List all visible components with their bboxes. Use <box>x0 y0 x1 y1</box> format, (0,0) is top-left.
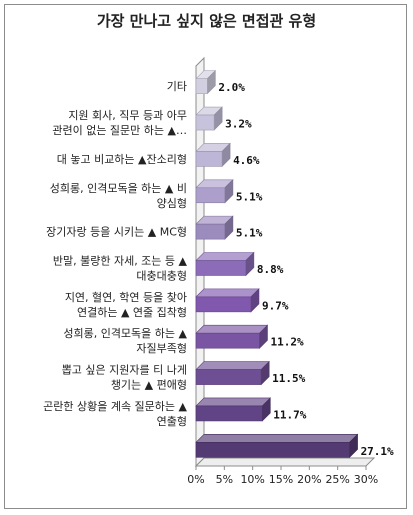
bar-top-face <box>195 361 270 370</box>
category-label: 성희롱, 인격모독을 하는 ▲ <box>63 326 187 340</box>
bar-front-face <box>195 223 226 240</box>
bar <box>195 69 217 95</box>
x-tick-label: 20% <box>297 473 321 486</box>
x-tick-label: 15% <box>269 473 293 486</box>
x-tick-label: 5% <box>216 473 233 486</box>
bar-front-face <box>195 151 223 167</box>
bar <box>195 179 234 204</box>
bar-front-face <box>195 260 247 276</box>
category-label: 관련이 없는 질문만 하는 ▲… <box>52 123 187 137</box>
data-label: 9.7% <box>262 299 289 312</box>
bar-front-face <box>195 78 208 94</box>
category-label: 곤란한 상황을 계속 질문하는 ▲ <box>43 399 187 413</box>
bar <box>195 397 272 422</box>
data-label: 5.1% <box>236 227 263 240</box>
category-label: 지원 회사, 직무 등과 아무 <box>68 109 187 122</box>
x-tick-label: 10% <box>240 473 264 486</box>
bar-front-face <box>195 296 252 313</box>
data-label: 5.1% <box>236 190 263 203</box>
x-axis-floor <box>194 457 376 467</box>
x-tick-label: 25% <box>325 473 349 486</box>
bar-front-face <box>195 405 263 422</box>
category-label: 챙기는 ▲ 편애형 <box>111 378 187 392</box>
bar <box>195 360 270 386</box>
bar-top-face <box>195 434 359 443</box>
data-label: 11.5% <box>272 372 305 385</box>
category-label: 대충대충형 <box>136 270 187 283</box>
category-label: 장기자랑 등을 시키는 ▲ MC형 <box>46 226 187 239</box>
bar-front-face <box>195 442 350 458</box>
x-tick-label: 30% <box>354 473 378 486</box>
category-label: 자질부족형 <box>136 342 187 355</box>
chart-title: 가장 만나고 싶지 않은 면접관 유형 <box>96 12 317 30</box>
bar-top-face <box>195 288 260 298</box>
bar <box>195 288 260 313</box>
bar-front-face <box>195 332 260 349</box>
data-label: 2.0% <box>218 81 245 94</box>
category-label: 반말, 불량한 자세, 조는 등 ▲ <box>53 255 188 268</box>
data-label: 11.2% <box>270 336 303 349</box>
bar <box>195 433 359 459</box>
data-label: 11.7% <box>273 408 306 421</box>
bar-front-face <box>195 114 215 131</box>
data-label: 3.2% <box>225 118 252 131</box>
category-label: 성희롱, 인격모독을 하는 ▲ 비 <box>50 181 187 195</box>
bar <box>195 215 234 240</box>
bar <box>195 142 231 168</box>
data-label: 4.6% <box>233 154 260 167</box>
bar <box>195 324 269 349</box>
category-label: 연결하는 ▲ 연줄 집착형 <box>77 305 187 319</box>
bar-top-face <box>195 397 272 407</box>
bar-top-face <box>195 324 269 334</box>
bar-front-face <box>195 369 262 385</box>
category-label: 연출형 <box>157 415 187 428</box>
bar-front-face <box>195 187 226 204</box>
data-label: 27.1% <box>361 445 394 458</box>
bar <box>195 251 255 277</box>
data-label: 8.8% <box>257 263 284 276</box>
category-label: 뽑고 싶은 지원자를 티 나게 <box>62 364 187 377</box>
category-label: 지연, 혈연, 학연 등을 찾아 <box>65 290 187 304</box>
x-tick-label: 0% <box>187 473 204 486</box>
bar <box>195 106 223 131</box>
category-label: 기타 <box>167 80 187 93</box>
category-label: 대 놓고 비교하는 ▲잔소리형 <box>57 152 187 166</box>
bar-top-face <box>195 252 255 261</box>
category-label: 양심형 <box>157 197 187 210</box>
